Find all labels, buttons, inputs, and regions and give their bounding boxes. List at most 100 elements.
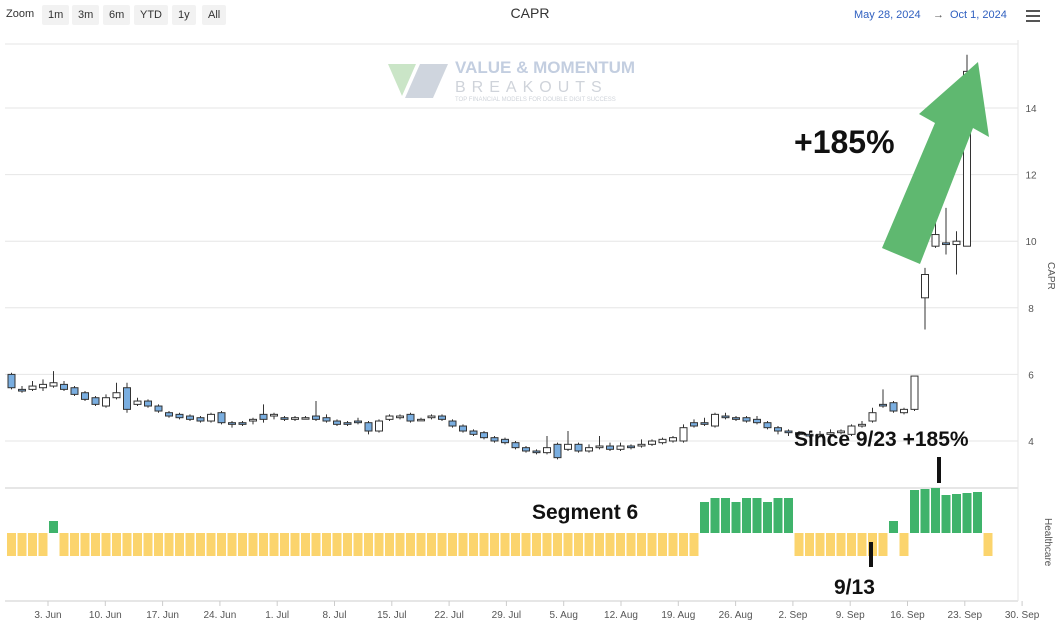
candle-body <box>511 442 520 449</box>
segment-bar-yellow <box>70 533 79 556</box>
candle <box>112 382 121 400</box>
candle <box>81 391 89 402</box>
candle-body <box>217 412 226 424</box>
x-tick-label: 2. Sep <box>778 610 807 621</box>
candle-body <box>595 445 604 449</box>
candle <box>459 424 467 433</box>
candle-body <box>228 422 236 425</box>
segment-bar-yellow <box>458 533 468 556</box>
candle <box>469 429 478 437</box>
segment-bar-yellow <box>857 533 867 556</box>
candle <box>28 381 37 392</box>
range-from-date[interactable]: May 28, 2024 <box>854 9 921 21</box>
segment-bar-yellow <box>259 533 268 556</box>
segment-bar-yellow <box>7 533 16 556</box>
candle <box>70 386 79 397</box>
segment-bar-yellow <box>658 533 667 556</box>
candle <box>417 417 425 422</box>
segment-panel <box>7 488 993 556</box>
segment-bar-yellow <box>343 533 352 556</box>
candle-body <box>532 450 541 454</box>
candle <box>312 401 320 422</box>
candle-body <box>963 70 971 247</box>
candle <box>291 416 299 422</box>
candle-body <box>879 403 887 407</box>
candle-body <box>312 415 320 420</box>
candle-body <box>942 242 950 246</box>
range-to-date[interactable]: Oct 1, 2024 <box>950 9 1007 21</box>
zoom-3m-button[interactable]: 3m <box>72 5 100 25</box>
x-tick-label: 1. Jul <box>265 610 289 621</box>
segment-bar-yellow <box>437 533 447 556</box>
candle-body <box>417 418 425 422</box>
zoom-1y-button[interactable]: 1y <box>172 5 196 25</box>
candle-body <box>795 432 803 435</box>
segment-bar-green <box>710 498 720 533</box>
candle-body <box>165 412 173 417</box>
zoom-6m-button[interactable]: 6m <box>103 5 131 25</box>
candle-body <box>28 385 37 390</box>
x-tick-label: 22. Jul <box>434 610 463 621</box>
candle-body <box>627 445 635 449</box>
candle-body <box>322 417 331 422</box>
candle <box>921 267 929 330</box>
candle <box>396 414 404 420</box>
candle <box>249 417 257 425</box>
candle <box>858 421 866 428</box>
candle-body <box>270 413 278 417</box>
candle <box>217 411 226 425</box>
candle <box>354 417 362 425</box>
segment-bar-yellow <box>217 533 226 556</box>
y-axis: 4 6 8 10 12 14 <box>1025 104 1037 448</box>
candle-body <box>952 240 961 246</box>
segment-bar-yellow <box>878 533 888 556</box>
candle-body <box>7 373 16 389</box>
segment-bar-yellow <box>899 533 909 556</box>
segment-bar-yellow <box>269 533 279 556</box>
since-annotation: Since 9/23 +185% <box>794 428 969 451</box>
candle <box>721 412 730 420</box>
candle <box>364 421 373 435</box>
candle <box>795 431 803 437</box>
segment-bar-green <box>742 498 751 533</box>
y-tick-label: 10 <box>1025 237 1037 248</box>
zoom-1m-button[interactable]: 1m <box>42 5 70 25</box>
segment-bar-green <box>962 493 972 533</box>
candle <box>742 416 751 423</box>
x-tick-label: 19. Aug <box>661 610 695 621</box>
candle-body <box>385 415 394 420</box>
zoom-ytd-button[interactable]: YTD <box>134 5 168 25</box>
segment-bar-green <box>773 498 783 533</box>
candle-body <box>91 397 100 405</box>
candle <box>438 414 446 422</box>
candle-body <box>280 417 289 420</box>
candle-body <box>480 432 488 439</box>
candles-layer <box>7 54 971 460</box>
candle-body <box>868 412 877 422</box>
candle <box>280 416 289 422</box>
candle-body <box>721 415 730 419</box>
y-axis-title: CAPR <box>1045 262 1056 290</box>
candle <box>774 426 782 435</box>
segment-bar-yellow <box>448 533 457 556</box>
candle <box>165 411 173 418</box>
candle <box>931 147 940 248</box>
candle <box>847 424 856 437</box>
hamburger-menu-icon[interactable] <box>1026 10 1040 22</box>
candle <box>732 416 740 422</box>
candle-body <box>427 415 436 419</box>
candle-body <box>249 418 257 422</box>
grid-layer <box>5 40 1019 602</box>
segment-bar-yellow <box>301 533 310 556</box>
candle-body <box>459 425 467 432</box>
segment-bar-yellow <box>826 533 835 556</box>
candle <box>753 416 761 425</box>
candle <box>7 372 16 390</box>
candle-body <box>396 415 404 419</box>
candle <box>889 401 898 413</box>
zoom-all-button[interactable]: All <box>202 5 227 25</box>
segment-bar-yellow <box>175 533 184 556</box>
segment-bar-yellow <box>133 533 142 556</box>
candle-body <box>543 447 551 454</box>
